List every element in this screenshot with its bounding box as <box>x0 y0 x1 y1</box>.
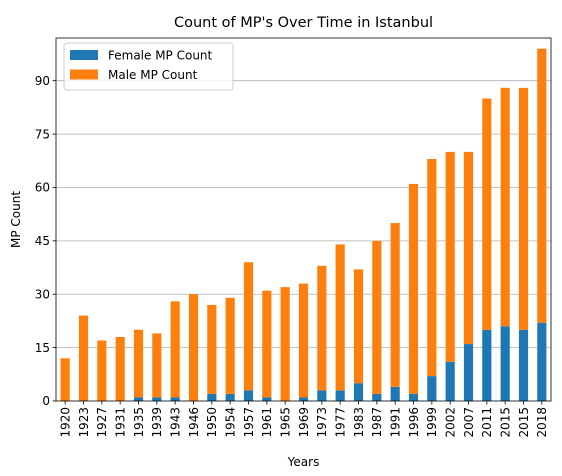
bar-female <box>518 329 529 401</box>
bar-male <box>207 304 217 394</box>
bar-female <box>225 393 235 401</box>
bar-male <box>97 340 107 401</box>
bar-female <box>372 393 382 401</box>
y-tick-label: 60 <box>35 181 50 195</box>
x-tick-label: 2007 <box>462 407 476 438</box>
y-tick-label: 0 <box>42 394 50 408</box>
x-tick-label: 1950 <box>205 407 219 438</box>
axes <box>52 37 552 405</box>
x-tick-label: 1983 <box>352 407 366 438</box>
x-tick-label: 1977 <box>333 407 347 438</box>
bar-male <box>427 159 437 377</box>
legend-swatch-male <box>70 69 98 80</box>
x-tick-label: 1943 <box>168 407 182 438</box>
x-tick-label: 1957 <box>242 407 256 438</box>
y-tick-label: 30 <box>35 287 50 301</box>
x-tick-label: 2015 <box>517 407 531 438</box>
legend-frame <box>63 42 234 91</box>
bar-male <box>225 297 235 394</box>
bar-male <box>78 315 89 401</box>
bar-female <box>427 376 437 401</box>
x-tick-label: 1991 <box>388 407 402 438</box>
x-axis-label: Years <box>287 455 320 469</box>
bar-male <box>280 287 290 401</box>
bar-female <box>408 393 419 401</box>
bar-female <box>390 386 400 401</box>
x-tick-label: 1935 <box>132 407 146 438</box>
y-tick-label: 75 <box>35 127 50 141</box>
bar-female <box>170 397 180 401</box>
x-tick-label: 2018 <box>535 407 549 438</box>
bar-female <box>482 329 492 401</box>
legend-label-male: Male MP Count <box>108 68 198 82</box>
bar-female <box>298 397 309 401</box>
bar-male <box>298 283 309 398</box>
bar-male <box>188 294 199 401</box>
x-tick-label: 1927 <box>95 407 109 438</box>
bar-male <box>335 244 345 391</box>
x-tick-label: 1923 <box>77 407 91 438</box>
bar-male <box>445 151 455 362</box>
x-tick-label: 1965 <box>278 407 292 438</box>
x-tick-label: 2011 <box>480 407 494 438</box>
x-tick-label: 2002 <box>443 407 457 438</box>
chart-title: Count of MP's Over Time in Istanbul <box>174 15 433 31</box>
bar-male <box>500 87 510 327</box>
y-tick-labels: 0 15 30 45 60 75 90 <box>35 74 50 408</box>
legend: Female MP Count Male MP Count <box>63 42 234 91</box>
bar-female <box>445 361 455 401</box>
bar-male <box>537 48 547 323</box>
x-tick-label: 1931 <box>113 407 127 438</box>
bar-male <box>115 336 125 401</box>
bar-female <box>317 390 327 401</box>
x-tick-labels: 1920 1923 1927 1931 1935 1939 1943 1946 1950 1954… <box>58 407 549 438</box>
y-tick-label: 90 <box>35 74 50 88</box>
bar-female <box>207 393 217 401</box>
bar-male <box>353 269 364 384</box>
x-tick-label: 1954 <box>223 407 237 438</box>
x-tick-label: 1939 <box>150 407 164 438</box>
x-tick-label: 1987 <box>370 407 384 438</box>
y-axis-label: MP Count <box>9 191 23 248</box>
x-tick-label: 1996 <box>407 407 421 438</box>
bar-male <box>170 301 180 398</box>
y-tick-label: 15 <box>35 341 50 355</box>
x-tick-label: 1999 <box>425 407 439 438</box>
x-tick-label: 1969 <box>297 407 311 438</box>
bar-male <box>390 223 400 387</box>
bar-male <box>372 240 382 394</box>
x-tick-label: 2015 <box>498 407 512 438</box>
legend-label-female: Female MP Count <box>108 49 213 63</box>
bar-female <box>353 383 364 401</box>
bar-female <box>335 390 345 401</box>
bar-male <box>463 151 474 345</box>
x-tick-label: 1920 <box>58 407 72 438</box>
bar-male <box>262 290 272 398</box>
legend-swatch-female <box>70 50 98 60</box>
bar-female <box>463 344 474 401</box>
bar-female <box>537 322 547 401</box>
bar-female <box>152 397 162 401</box>
bar-male <box>152 333 162 398</box>
x-tick-label: 1973 <box>315 407 329 438</box>
bar-male <box>518 87 529 330</box>
plot-frame <box>55 37 552 402</box>
bar-male <box>317 265 327 391</box>
bar-male <box>133 329 144 398</box>
y-tick-label: 45 <box>35 234 50 248</box>
bar-male <box>408 183 419 394</box>
bar-female <box>243 390 254 401</box>
bar-male <box>243 262 254 391</box>
bars <box>60 48 547 401</box>
bar-female <box>133 397 144 401</box>
x-tick-label: 1946 <box>187 407 201 438</box>
bar-male <box>482 98 492 330</box>
bar-female <box>500 326 510 401</box>
x-tick-label: 1961 <box>260 407 274 438</box>
bar-female <box>262 397 272 401</box>
bar-male <box>60 358 70 401</box>
